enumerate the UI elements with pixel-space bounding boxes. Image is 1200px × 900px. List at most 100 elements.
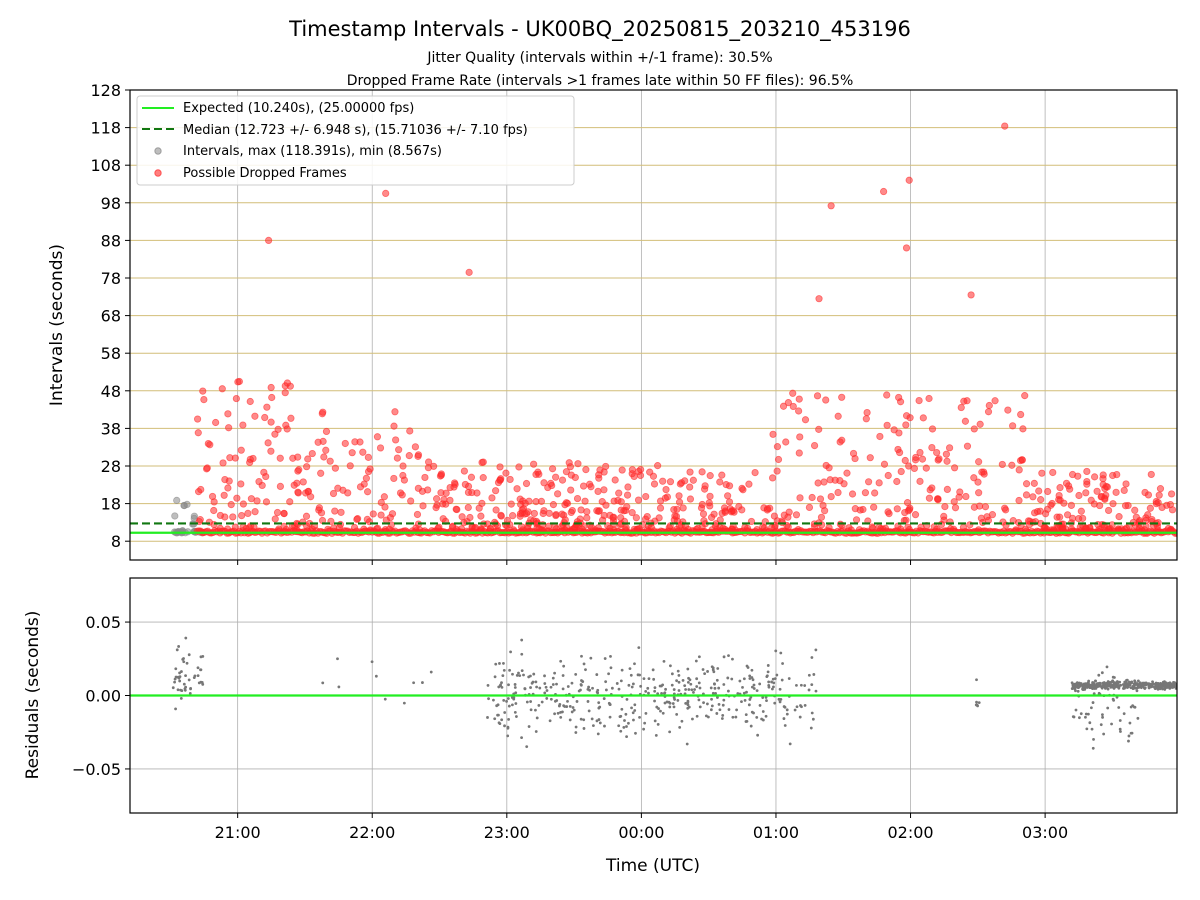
- residual-point: [771, 677, 775, 681]
- residual-point: [631, 682, 635, 686]
- dropped-frame-point: [506, 475, 514, 484]
- residual-point: [1101, 684, 1105, 688]
- residual-point: [745, 664, 749, 668]
- dropped-frame-point: [917, 523, 925, 531]
- dropped-frame-point: [1037, 496, 1045, 504]
- dropped-frame-point: [759, 523, 767, 531]
- dropped-frame-point: [253, 497, 261, 505]
- dropped-frame-point: [675, 498, 684, 506]
- dropped-frame-point: [1112, 488, 1120, 496]
- residual-point: [1095, 685, 1099, 689]
- dropped-frame-point: [716, 478, 724, 486]
- residual-point: [782, 717, 786, 720]
- residual-point: [561, 687, 565, 691]
- dropped-frame-point: [893, 505, 901, 513]
- interval-point: [190, 512, 198, 520]
- interval-point: [180, 501, 188, 510]
- dropped-frame-point: [522, 509, 531, 518]
- residual-point: [174, 667, 178, 671]
- residual-point: [660, 691, 663, 695]
- residual-point: [744, 720, 748, 723]
- residual-point: [652, 677, 656, 681]
- residual-point: [580, 654, 583, 658]
- residual-point: [534, 708, 537, 712]
- dropped-frame-point: [771, 523, 779, 531]
- residual-point: [767, 680, 771, 684]
- residual-point: [1077, 684, 1081, 688]
- residual-point: [1167, 682, 1170, 686]
- dropped-frame-point: [1087, 496, 1095, 504]
- dropped-frame-point: [883, 421, 891, 429]
- dropped-frame-point: [320, 453, 328, 461]
- residual-point: [689, 682, 693, 686]
- dropped-frame-point: [918, 455, 927, 463]
- dropped-frame-point: [1077, 507, 1085, 515]
- dropped-frame-point: [1164, 524, 1172, 533]
- residual-point: [529, 686, 532, 689]
- residual-point: [684, 701, 688, 705]
- residual-point: [581, 680, 585, 683]
- dropped-frame-point: [307, 493, 315, 501]
- residual-point: [647, 691, 650, 695]
- dropped-frame-point: [419, 502, 427, 510]
- chart-title: Timestamp Intervals - UK00BQ_20250815_20…: [288, 17, 911, 42]
- residual-point: [726, 689, 730, 693]
- residual-point: [1122, 687, 1125, 690]
- dropped-frame-point: [231, 454, 239, 462]
- residual-point: [1169, 682, 1173, 686]
- residual-point: [543, 674, 546, 678]
- residual-point: [659, 709, 662, 713]
- x-tick-label: 23:00: [484, 823, 530, 842]
- dropped-frame-point: [910, 464, 918, 472]
- residual-point: [670, 672, 674, 676]
- residual-point: [642, 727, 646, 731]
- dropped-frame-point: [880, 460, 889, 468]
- dropped-frame-point: [386, 513, 394, 522]
- dropped-frame-point: [974, 478, 982, 486]
- residual-point: [185, 661, 189, 665]
- dropped-frame-point: [464, 503, 472, 512]
- residual-point: [1132, 684, 1136, 688]
- residual-point: [756, 733, 760, 737]
- residual-point: [337, 685, 341, 689]
- residual-point: [553, 712, 556, 716]
- residual-point: [765, 674, 769, 678]
- residual-point: [803, 684, 807, 687]
- residual-point: [681, 679, 685, 682]
- residual-point: [618, 715, 622, 719]
- residual-point: [1163, 684, 1167, 688]
- residual-point: [1112, 680, 1115, 684]
- dropped-frame-point: [216, 524, 224, 532]
- residual-point: [750, 668, 754, 672]
- residual-point: [671, 702, 675, 705]
- dropped-frame-point: [548, 465, 557, 473]
- dropped-frame-point: [883, 391, 891, 399]
- dropped-frame-point: [579, 482, 588, 490]
- dropped-frame-point: [866, 454, 874, 462]
- dropped-frame-point: [779, 402, 788, 410]
- residual-point: [1106, 706, 1110, 710]
- residual-point: [1094, 679, 1097, 683]
- residual-point: [1110, 722, 1113, 726]
- residual-point: [767, 685, 771, 689]
- dropped-frame-point: [686, 468, 694, 476]
- residual-point: [568, 704, 572, 708]
- dropped-frame-point: [959, 523, 967, 532]
- residual-point: [731, 715, 735, 719]
- legend-intervals-swatch: [154, 147, 162, 155]
- residual-point: [549, 685, 553, 689]
- residuals-points: [171, 636, 1177, 750]
- residual-point: [487, 697, 490, 701]
- residual-point: [582, 718, 586, 722]
- residual-point: [586, 687, 590, 691]
- residual-point: [1090, 727, 1094, 731]
- residual-point: [975, 700, 978, 704]
- residual-point: [551, 683, 555, 686]
- dropped-frame-point: [446, 483, 454, 492]
- residual-point: [706, 702, 709, 706]
- dropped-frame-point: [249, 454, 257, 463]
- dropped-frame-point: [689, 476, 697, 484]
- residual-point: [553, 699, 557, 703]
- residual-point: [726, 676, 730, 680]
- dropped-frame-point: [1154, 498, 1162, 507]
